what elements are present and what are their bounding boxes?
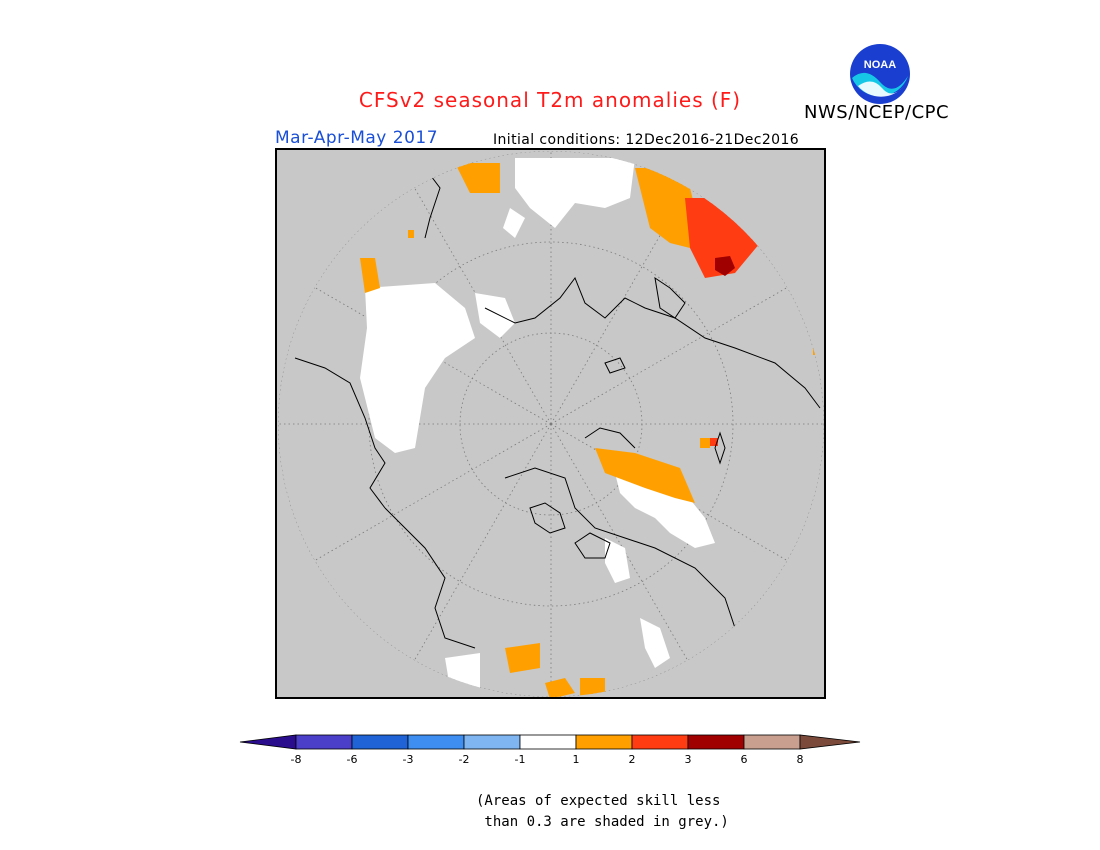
legend-tick-label: 1 (573, 753, 580, 766)
legend-swatch (295, 734, 353, 750)
legend-tick-label: 8 (797, 753, 804, 766)
legend-swatch (687, 734, 745, 750)
near-normal-areas (360, 158, 715, 688)
legend-tick-label: -1 (515, 753, 526, 766)
footnote-line-2: than 0.3 are shaded in grey.) (476, 814, 729, 830)
map-frame-border (275, 148, 826, 699)
anomaly-1-2-areas (360, 163, 819, 697)
legend-swatch (463, 734, 521, 750)
noaa-logo-icon: NOAA (850, 44, 910, 104)
legend-swatch (743, 734, 801, 750)
noaa-logo-text: NOAA (864, 59, 896, 71)
legend-swatches (239, 734, 861, 750)
legend-tick-label: -8 (291, 753, 302, 766)
anomaly-3-6-areas (715, 256, 735, 276)
organization-label: NWS/NCEP/CPC (804, 102, 950, 123)
footnote-line-1: (Areas of expected skill less (476, 793, 721, 809)
polar-map (275, 148, 826, 699)
legend-swatch (351, 734, 409, 750)
legend-tick-label: -3 (403, 753, 414, 766)
legend-tick-label: -6 (347, 753, 358, 766)
legend-arrow-low (239, 734, 297, 750)
legend-tick-label: 2 (629, 753, 636, 766)
legend-tick-label: 3 (685, 753, 692, 766)
season-label: Mar-Apr-May 2017 (275, 128, 439, 148)
legend-swatch (519, 734, 577, 750)
legend-swatch (407, 734, 465, 750)
legend-swatch (631, 734, 689, 750)
legend-tick-label: 6 (741, 753, 748, 766)
map-title: CFSv2 seasonal T2m anomalies (F) (358, 88, 742, 112)
legend-tick-label: -2 (459, 753, 470, 766)
legend-arrow-high (799, 734, 861, 750)
color-legend: -8 -6 -3 -2 -1 1 2 3 6 8 (239, 734, 861, 766)
legend-swatch (575, 734, 633, 750)
initial-conditions-label: Initial conditions: 12Dec2016-21Dec2016 (493, 132, 800, 148)
legend-labels: -8 -6 -3 -2 -1 1 2 3 6 8 (291, 753, 804, 766)
skill-footnote: (Areas of expected skill less than 0.3 a… (476, 791, 729, 833)
